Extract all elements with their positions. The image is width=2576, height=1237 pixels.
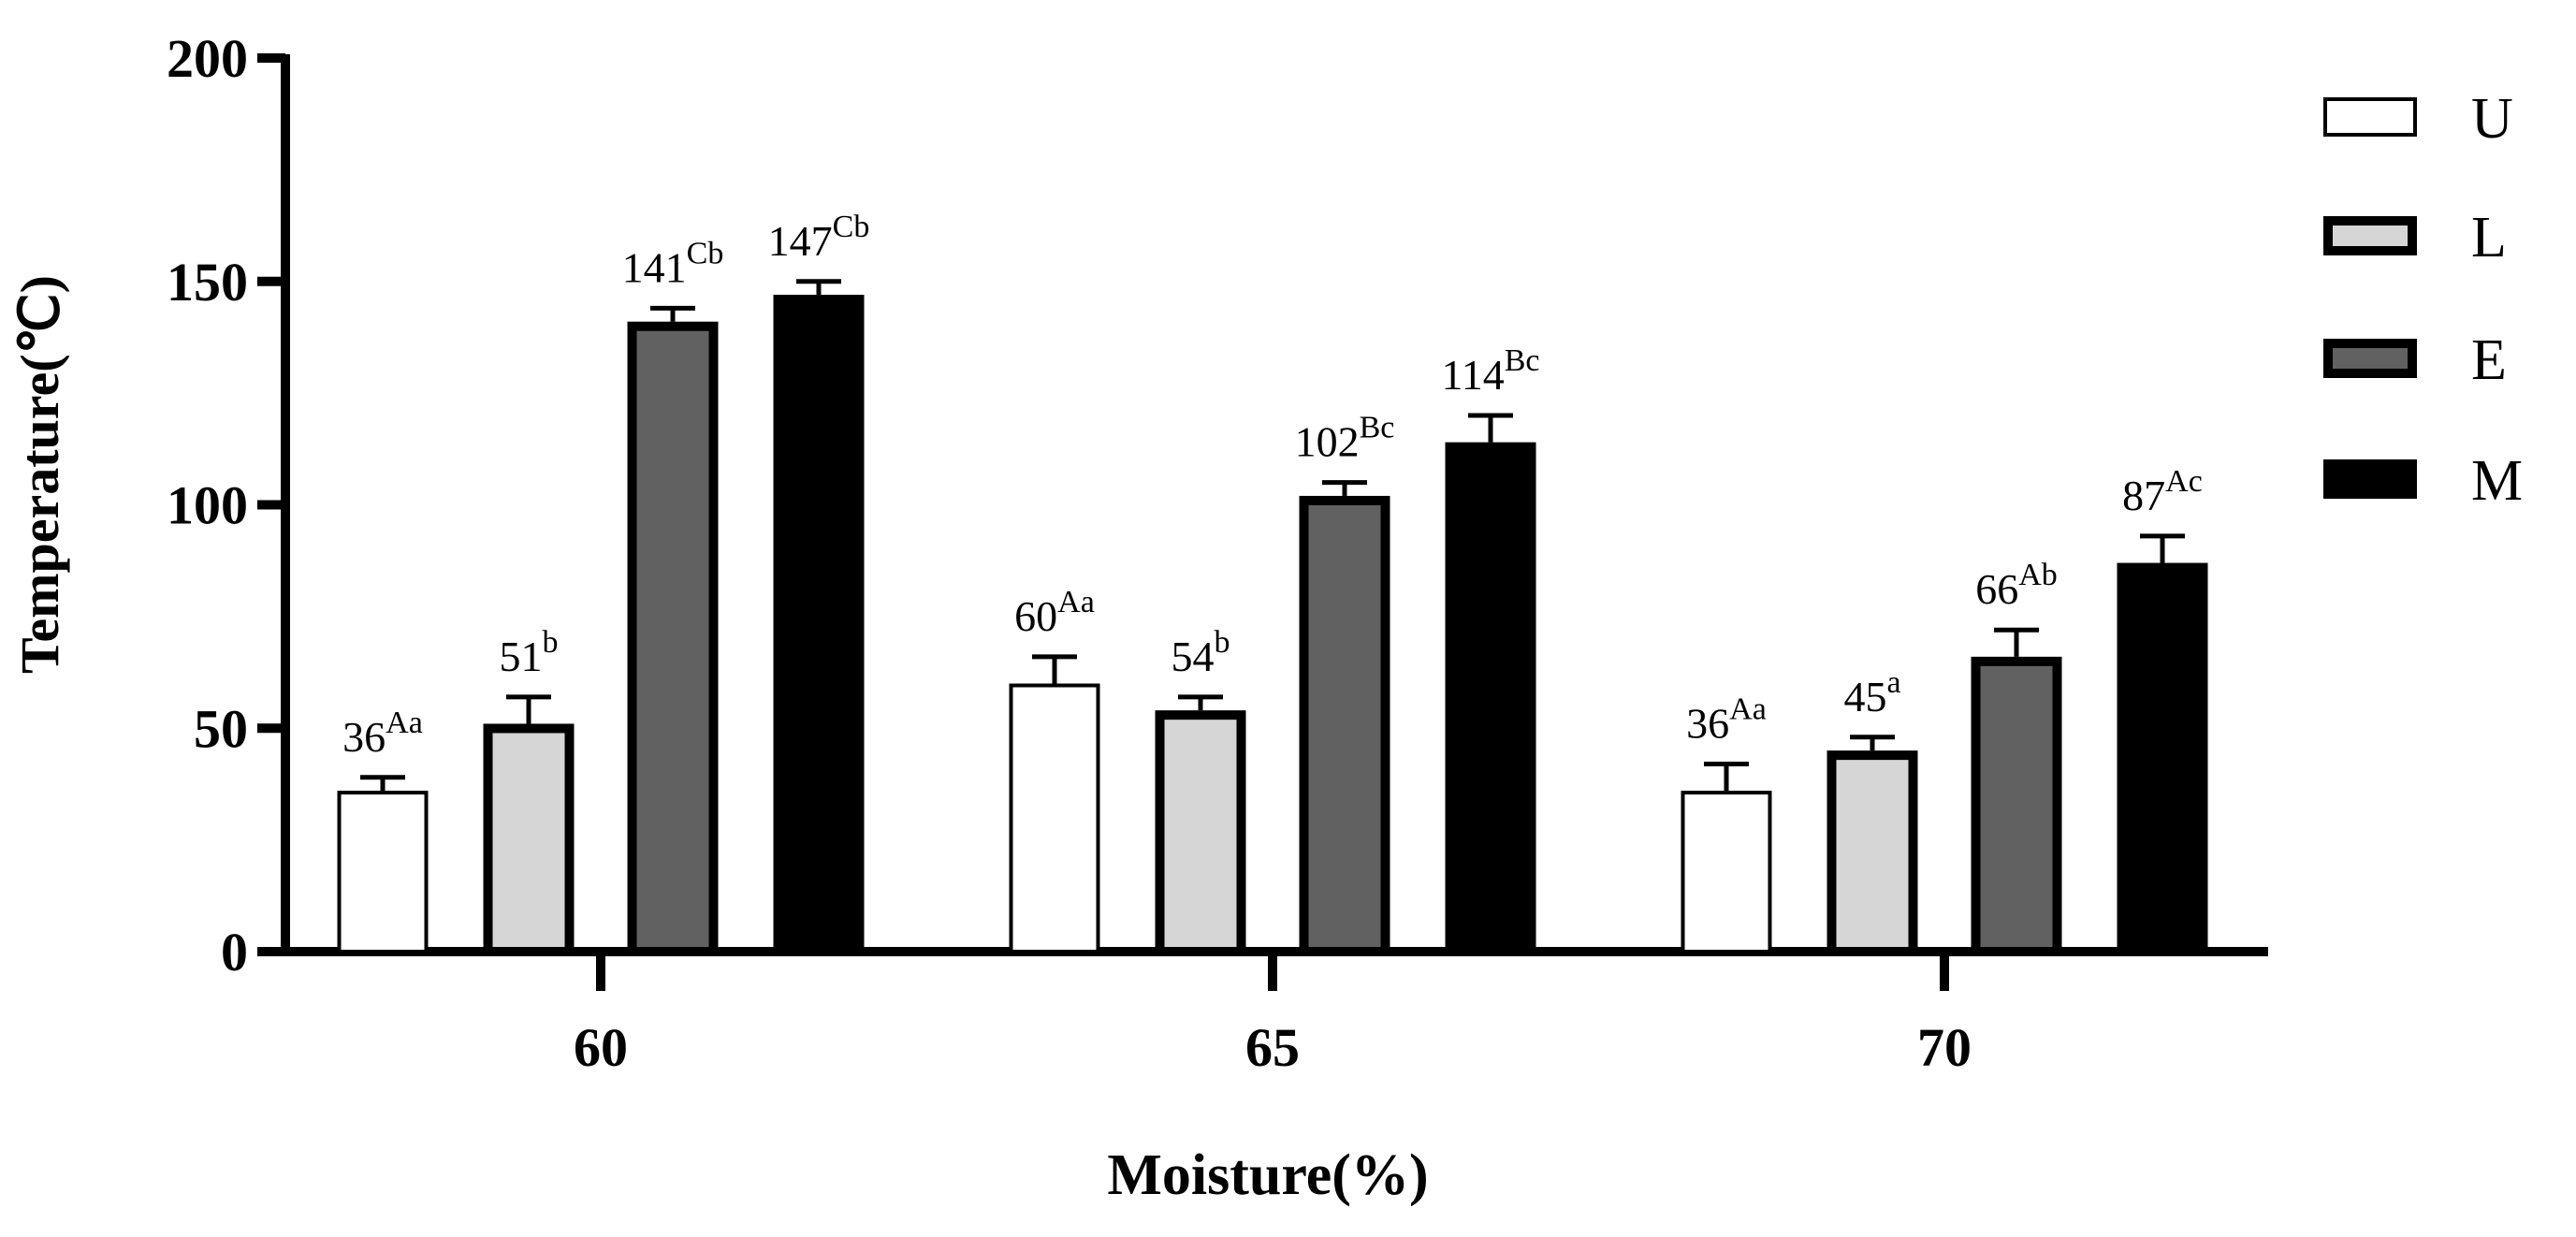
x-tick-label: 65 <box>1245 1017 1300 1078</box>
bar-m <box>2117 562 2208 956</box>
y-tick-label: 50 <box>194 698 248 759</box>
bar-value-label: 141Cb <box>622 236 724 291</box>
bar-u <box>337 791 429 953</box>
x-tick-label: 70 <box>1917 1017 1972 1078</box>
x-tick-label: 60 <box>574 1017 628 1078</box>
bar-value-label: 114Bc <box>1441 343 1539 399</box>
y-tick-label: 100 <box>167 475 248 536</box>
legend-label: U <box>2471 87 2513 151</box>
bar-e <box>1299 495 1390 956</box>
bar-value-label: 66Ab <box>1975 558 2058 613</box>
y-tick-label: 200 <box>167 28 248 89</box>
bar-value-label: 51b <box>500 625 559 680</box>
bar-value-label: 54b <box>1172 625 1230 680</box>
bar-e <box>627 321 719 957</box>
legend-label: M <box>2471 449 2523 513</box>
bar-m <box>773 295 865 956</box>
bar-l <box>1826 750 1918 956</box>
legend-swatch-l <box>2323 216 2417 255</box>
bar-u <box>1681 791 1772 953</box>
legend-label: L <box>2471 206 2507 269</box>
bar-value-label: 36Aa <box>1686 691 1767 747</box>
bar-e <box>1971 656 2062 956</box>
legend-swatch-e <box>2323 339 2417 378</box>
bar-value-label: 87Ac <box>2122 464 2203 519</box>
y-axis-label: Temperature(℃) <box>9 275 70 674</box>
bar-l <box>1155 710 1246 957</box>
chart-marks: 0 50 100 150 200 60 65 70 36Aa 60Aa 36Aa 51b 54b 45a 1… <box>167 28 2523 1078</box>
y-tick-label: 0 <box>221 922 248 982</box>
legend-label: E <box>2471 328 2507 392</box>
bar-value-label: 147Cb <box>768 210 870 265</box>
bar-value-label: 45a <box>1843 665 1900 720</box>
legend-swatch-u <box>2323 97 2417 137</box>
y-tick-label: 150 <box>167 252 248 313</box>
bar-u <box>1009 683 1100 953</box>
bar-value-label: 60Aa <box>1014 585 1095 640</box>
bar-value-label: 36Aa <box>342 706 423 761</box>
bar-l <box>483 723 575 956</box>
bar-m <box>1445 442 1536 956</box>
bar-value-label: 102Bc <box>1295 411 1395 466</box>
legend-swatch-m <box>2323 459 2417 499</box>
x-axis-label: Moisture(%) <box>1107 1143 1428 1207</box>
